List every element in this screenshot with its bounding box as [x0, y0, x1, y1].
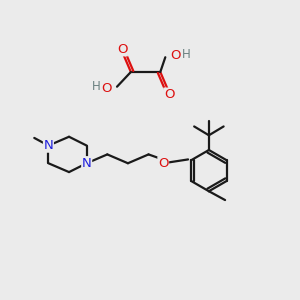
Text: O: O: [158, 157, 169, 170]
Text: H: H: [92, 80, 101, 93]
Text: N: N: [82, 157, 92, 170]
Text: N: N: [44, 139, 53, 152]
Text: O: O: [171, 49, 181, 62]
Text: O: O: [164, 88, 174, 101]
Text: O: O: [101, 82, 112, 95]
Text: H: H: [182, 48, 190, 61]
Text: O: O: [117, 43, 127, 56]
